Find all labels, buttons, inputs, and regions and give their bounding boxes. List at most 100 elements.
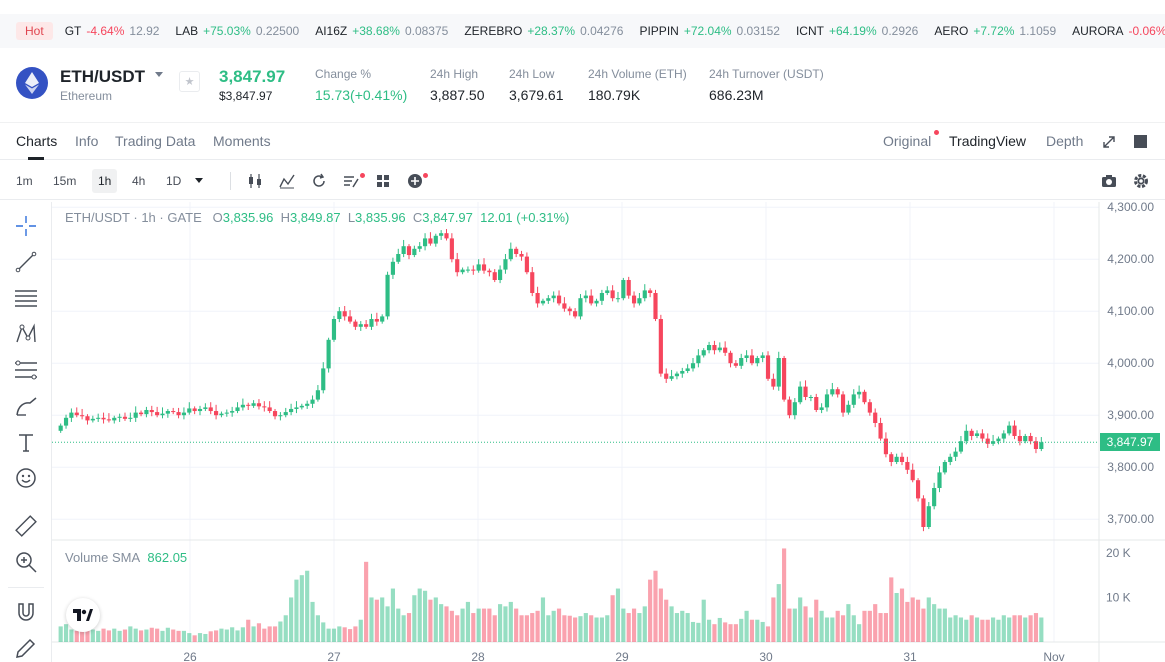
zoom-in-icon[interactable] [14,550,38,574]
chart-area[interactable]: 4,300.00 4,200.00 4,100.00 4,000.00 3,900.00… [52,202,1165,662]
volume-bar [712,624,717,642]
tab-moments[interactable]: Moments [213,133,271,149]
fib-retracement-icon[interactable] [14,358,38,382]
candle [235,407,240,412]
candle [910,469,915,481]
ticker-item[interactable]: ZEREBRO +28.37% 0.04276 [464,24,624,38]
volume-bar [540,597,546,642]
volume-bar [310,601,315,642]
ticker-item[interactable]: PIPPIN +72.04% 0.03152 [639,24,780,38]
volume-bar [573,617,578,642]
tab-charts[interactable]: Charts [16,133,58,149]
templates-icon[interactable] [343,173,359,189]
favorite-star-icon[interactable]: ★ [179,71,200,92]
candle-style-icon[interactable] [247,173,263,189]
candle [138,412,144,415]
volume-bar [96,630,101,642]
y-tick-label: 3,800.00 [1107,460,1154,474]
add-indicator-icon[interactable] [407,173,423,189]
tf-15m[interactable]: 15m [53,174,77,188]
brush-icon[interactable] [14,394,38,418]
last-price-usd: $3,847.97 [219,89,273,103]
layout-icon[interactable] [1134,135,1147,148]
indicators-icon[interactable] [279,173,295,189]
volume-bar [915,599,921,642]
volume-bar [905,601,910,642]
pair-symbol[interactable]: ETH/USDT [60,67,145,86]
ticker-item[interactable]: LAB +75.03% 0.22500 [175,24,300,38]
camera-icon[interactable] [1101,174,1117,188]
candle [867,402,872,413]
tab-original[interactable]: Original [883,133,932,149]
chevron-down-icon[interactable] [155,72,163,77]
volume-bar [615,588,621,642]
tab-trading-data[interactable]: Trading Data [115,133,196,149]
emoji-icon[interactable] [14,466,38,490]
y-tick-label: 4,100.00 [1107,304,1154,318]
candle [948,456,953,462]
volume-bar [428,599,433,642]
pattern-icon[interactable] [14,322,38,346]
candle [524,256,529,273]
candlestick-chart[interactable]: 4,300.00 4,200.00 4,100.00 4,000.00 3,900.00… [52,202,1165,662]
candle [240,404,245,408]
volume-bar [696,622,701,642]
tab-depth[interactable]: Depth [1046,133,1084,149]
magnet-icon[interactable] [14,600,38,624]
candle [96,417,101,419]
trend-line-icon[interactable] [14,250,38,274]
candle [176,412,181,416]
volume-bar [214,630,219,642]
x-tick-label: 27 [327,650,341,662]
candle [1012,425,1017,436]
candle [69,412,74,418]
candle [1039,442,1044,449]
replay-icon[interactable] [311,173,327,189]
stat-24h-high: 24h High 3,887.50 [430,67,485,103]
volume-bar [674,613,680,642]
ticker-item[interactable]: GT -4.64% 12.92 [64,24,160,38]
pair-header: ETH/USDT Ethereum ★ 3,847.97 $3,847.97 C… [0,56,1165,116]
candle [899,456,905,462]
candle [444,233,449,239]
chevron-down-icon[interactable] [195,178,203,183]
candle [364,324,369,327]
candle [63,417,69,426]
tradingview-logo[interactable] [66,598,100,632]
volume-bar [492,615,497,642]
ticker-item[interactable]: ICNT +64.19% 0.2926 [795,24,919,38]
multi-chart-icon[interactable] [375,173,391,189]
candle [540,300,546,304]
pencil-lock-icon[interactable] [14,636,38,660]
candle [819,407,824,410]
volume-bar [272,626,278,642]
crosshair-icon[interactable] [14,214,38,238]
tab-info[interactable]: Info [75,133,99,149]
tf-1h[interactable]: 1h [92,169,118,193]
ticker-item[interactable]: AURORA-0.06%0.092 [1072,24,1165,38]
candle [798,386,803,403]
candle [133,412,138,418]
volume-bar [144,629,149,642]
volume-bar [631,608,637,642]
candle [771,378,776,387]
candle [583,295,588,299]
fullscreen-icon[interactable] [1102,135,1116,149]
tab-tradingview[interactable]: TradingView [949,133,1027,149]
ticker-item[interactable]: AI16Z +38.68% 0.08375 [315,24,449,38]
tf-1d[interactable]: 1D [166,174,182,188]
ruler-icon[interactable] [14,514,38,538]
horizontal-lines-icon[interactable] [14,286,38,310]
ticker-item[interactable]: AERO +7.72% 1.1059 [934,24,1057,38]
text-tool-icon[interactable] [14,430,38,454]
ohlc-legend: ETH/USDT · 1h · GATE O3,835.96 H3,849.87… [65,210,570,225]
tf-4h[interactable]: 4h [132,174,146,188]
gear-icon[interactable] [1133,173,1149,189]
hot-badge: Hot [16,22,53,40]
candle [717,347,722,351]
volume-bar [315,615,320,642]
volume-bar [380,597,385,642]
tf-1m[interactable]: 1m [16,174,33,188]
volume-bar [69,629,74,642]
volume-bar [487,608,492,642]
